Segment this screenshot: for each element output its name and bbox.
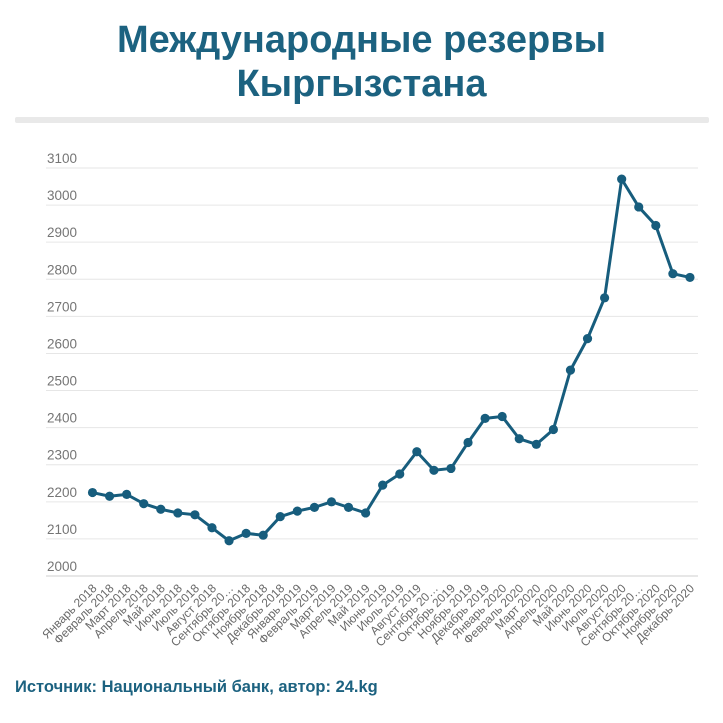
data-point[interactable] <box>634 202 644 212</box>
data-point[interactable] <box>651 220 661 231</box>
title-divider <box>15 117 709 123</box>
data-point[interactable] <box>412 447 422 457</box>
y-axis-tick-label: 2600 <box>47 336 77 351</box>
data-point[interactable] <box>668 269 678 279</box>
data-point[interactable] <box>514 434 524 444</box>
data-point[interactable] <box>463 437 473 448</box>
y-axis-tick-label: 2800 <box>47 262 77 277</box>
data-point[interactable] <box>156 504 166 514</box>
data-point[interactable] <box>548 424 558 435</box>
chart-title: Международные резервы Кыргызстана <box>0 18 723 106</box>
data-point[interactable] <box>395 469 405 479</box>
y-axis-tick-label: 3000 <box>47 188 77 203</box>
data-point[interactable] <box>241 528 251 538</box>
data-point[interactable] <box>326 497 337 507</box>
y-axis-tick-label: 2100 <box>47 522 77 537</box>
data-point[interactable] <box>429 465 439 475</box>
y-axis-tick-label: 2400 <box>47 411 77 426</box>
y-axis-tick-label: 2300 <box>47 448 77 463</box>
data-point[interactable] <box>104 491 115 501</box>
y-axis-tick-label: 2900 <box>47 225 77 240</box>
series-line <box>91 177 692 543</box>
data-point[interactable] <box>600 293 610 303</box>
data-point[interactable] <box>497 411 507 422</box>
chart-title-line1: Международные резервы <box>116 19 607 61</box>
data-point[interactable] <box>617 174 627 184</box>
data-point[interactable] <box>173 508 183 518</box>
y-axis-tick-label: 2200 <box>47 485 77 500</box>
y-axis-tick-label: 2500 <box>47 374 77 389</box>
y-axis-tick-label: 3100 <box>47 151 77 166</box>
data-point[interactable] <box>87 487 98 498</box>
y-axis-tick-label: 2000 <box>47 559 77 574</box>
data-point[interactable] <box>685 272 695 283</box>
data-point[interactable] <box>446 463 456 474</box>
data-point[interactable] <box>292 506 302 516</box>
data-point[interactable] <box>565 365 576 375</box>
data-point[interactable] <box>190 510 200 520</box>
data-point[interactable] <box>343 502 354 512</box>
data-point[interactable] <box>361 508 371 518</box>
data-point[interactable] <box>139 499 149 509</box>
chart-title-line2: Кыргызстана <box>236 63 487 105</box>
data-point[interactable] <box>275 512 285 522</box>
data-point[interactable] <box>309 502 320 512</box>
data-point[interactable] <box>224 536 234 546</box>
data-point[interactable] <box>122 489 132 499</box>
data-point[interactable] <box>531 439 541 449</box>
data-point[interactable] <box>480 413 490 423</box>
data-point[interactable] <box>378 480 388 490</box>
source-attribution: Источник: Национальный банк, автор: 24.k… <box>15 678 378 696</box>
data-point[interactable] <box>258 530 268 540</box>
data-point[interactable] <box>582 334 593 344</box>
y-axis-tick-label: 2700 <box>47 299 77 314</box>
data-point[interactable] <box>207 523 217 533</box>
